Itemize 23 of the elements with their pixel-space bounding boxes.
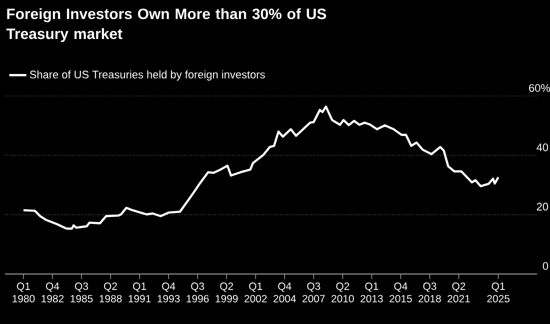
- y-tick-label: 40: [536, 143, 548, 152]
- x-tick-label: Q4 1982: [42, 282, 64, 302]
- x-tick-label: Q2 1999: [216, 282, 238, 302]
- x-tick-label: Q4 2015: [390, 282, 412, 302]
- x-tick-label: Q4 1993: [158, 282, 180, 302]
- y-tick-label: 0: [542, 262, 548, 270]
- x-tick-label: Q3 1996: [186, 282, 209, 302]
- x-tick-label: Q1 2002: [244, 282, 267, 302]
- y-tick-label: 20: [536, 202, 548, 211]
- x-tick-label: Q1 1980: [12, 282, 35, 302]
- x-tick-label: Q2 2021: [448, 282, 470, 302]
- x-tick-label: Q2 1988: [100, 282, 122, 302]
- x-tick-label: Q1 2025: [487, 282, 510, 302]
- x-tick-label: Q1 2013: [360, 282, 383, 302]
- x-tick-label: Q2 2010: [332, 282, 354, 302]
- x-tick-label: Q3 2007: [302, 282, 325, 302]
- x-tick-label: Q3 2018: [418, 282, 441, 302]
- x-tick-label: Q1 1991: [128, 282, 151, 302]
- x-tick-label: Q4 2004: [274, 282, 296, 302]
- legend-label: Share of US Treasuries held by foreign investors: [30, 70, 265, 81]
- x-tick-label: Q3 1985: [70, 282, 93, 302]
- chart-title: Foreign Investors Own More than 30% of US Treasury market: [6, 8, 326, 42]
- y-tick-label: 60%: [529, 84, 550, 92]
